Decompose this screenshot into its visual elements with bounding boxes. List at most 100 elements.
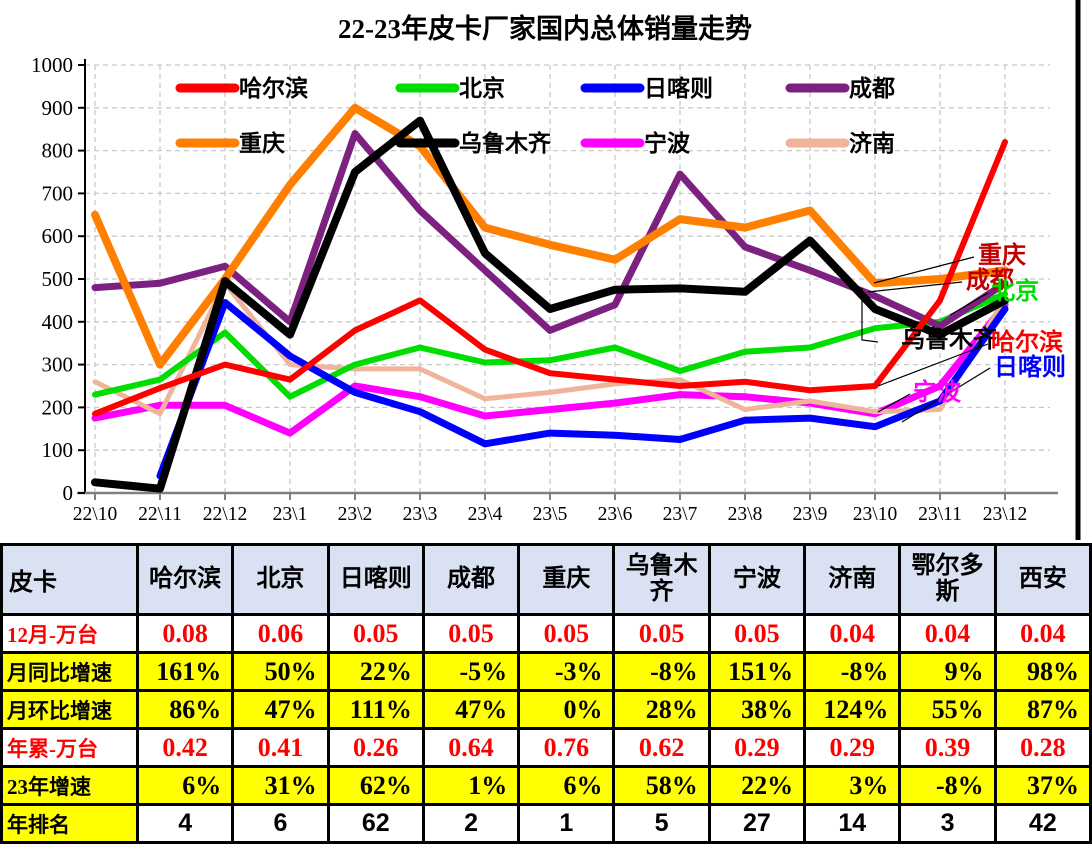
table-cell: 87% — [993, 689, 1092, 730]
table-cell: 0.64 — [421, 727, 521, 768]
column-header-宁波: 宁波 — [707, 543, 807, 616]
x-tick-label: 23\7 — [663, 504, 698, 525]
series-line-济南 — [92, 280, 1008, 417]
series-line-日喀则 — [156, 299, 1009, 480]
y-tick-label: 400 — [42, 310, 74, 334]
x-tick-label: 23\6 — [598, 504, 633, 525]
legend-label-乌鲁木齐: 乌鲁木齐 — [459, 130, 552, 156]
table-cell: 0.08 — [135, 613, 235, 654]
table-cell: 2 — [421, 803, 521, 844]
series-line-乌鲁木齐 — [91, 116, 1009, 493]
column-header-哈尔滨: 哈尔滨 — [135, 543, 235, 616]
table-cell: -5% — [421, 651, 521, 692]
series-end-label-重庆: 重庆 — [978, 242, 1026, 269]
table-cell: 111% — [326, 689, 425, 730]
table-cell: 47% — [231, 689, 330, 730]
x-tick-label: 23\8 — [728, 504, 763, 525]
y-tick-label: 1000 — [31, 53, 73, 77]
table-cell: 31% — [231, 765, 330, 806]
x-tick-label: 23\5 — [533, 504, 568, 525]
end-label-leader — [873, 256, 975, 284]
table-cell: 9% — [898, 651, 997, 692]
table-cell: 124% — [803, 689, 902, 730]
series-end-label-成都: 成都 — [966, 267, 1014, 294]
y-tick-label: 300 — [42, 353, 74, 377]
chart-canvas: 0 100 200 300 400 500 600 700 800 900 1000 22\10 22\… — [31, 0, 1081, 540]
x-tick-label: 22\11 — [138, 504, 182, 525]
row-label: 年排名 — [0, 803, 139, 844]
x-tick-label: 23\2 — [338, 504, 373, 525]
column-header-日喀则: 日喀则 — [326, 543, 425, 616]
table-row: 年累-万台 0.42 0.41 0.26 0.64 0.76 0.62 0.29 0.29 0.3… — [0, 727, 1092, 768]
row-label: 月同比增速 — [0, 651, 139, 692]
y-tick-label: 600 — [42, 224, 74, 248]
table-cell: 55% — [898, 689, 997, 730]
x-tick-label: 23\4 — [468, 504, 503, 525]
table-cell: -8% — [612, 651, 711, 692]
table-row: 月环比增速 86% 47% 111% 47% 0% 28% 38% 124% 55% 87% — [0, 689, 1092, 730]
row-label: 年累-万台 — [0, 727, 139, 768]
table-cell: 0.28 — [993, 727, 1092, 768]
table-cell: 86% — [135, 689, 235, 730]
table-cell: 0.05 — [326, 613, 425, 654]
table-cell: 161% — [135, 651, 235, 692]
table-cell: 0.29 — [803, 727, 902, 768]
x-tick-label: 23\12 — [983, 504, 1027, 525]
table-cell: 47% — [421, 689, 521, 730]
table-cell: 37% — [993, 765, 1092, 806]
y-tick-label: 700 — [42, 181, 74, 205]
y-tick-label: 500 — [42, 267, 74, 291]
end-label-leader — [877, 343, 989, 387]
table-cell: 14 — [803, 803, 902, 844]
table-cell: 28% — [612, 689, 711, 730]
sales-trend-chart: 0 100 200 300 400 500 600 700 800 900 1000 22\10 22\… — [31, 0, 1081, 540]
table-cell: 62% — [326, 765, 425, 806]
table-cell: 50% — [231, 651, 330, 692]
table-row: 年排名 4 6 62 2 1 5 27 14 3 42 — [0, 803, 1092, 844]
y-tick-label: 200 — [42, 395, 74, 419]
table-cell: 0.05 — [612, 613, 711, 654]
x-tick-label: 23\9 — [793, 504, 828, 525]
table-cell: 0.39 — [898, 727, 997, 768]
end-label-leader — [867, 281, 963, 293]
legend-label-重庆: 重庆 — [239, 130, 285, 156]
table-cell: 0.04 — [803, 613, 902, 654]
column-header-重庆: 重庆 — [517, 543, 616, 616]
table-cell: 42 — [993, 803, 1092, 844]
table-cell: 98% — [993, 651, 1092, 692]
series-line-北京 — [92, 291, 1008, 400]
legend-label-济南: 济南 — [849, 130, 895, 156]
table-cell: 38% — [707, 689, 807, 730]
y-tick-label: 0 — [63, 481, 74, 505]
table-row: 月同比增速 161% 50% 22% -5% -3% -8% 151% -8% 9% 98% — [0, 651, 1092, 692]
table-cell: 58% — [612, 765, 711, 806]
series-end-label-宁波: 宁波 — [913, 378, 962, 406]
column-header-乌鲁木齐: 乌鲁木齐 — [612, 543, 711, 616]
series-end-label-乌鲁木齐: 乌鲁木齐 — [901, 325, 998, 353]
table-cell: 1 — [517, 803, 616, 844]
series-end-label-哈尔滨: 哈尔滨 — [991, 328, 1063, 356]
table-cell: 27 — [707, 803, 807, 844]
table-cell: 6% — [517, 765, 616, 806]
table-cell: 6 — [231, 803, 330, 844]
table-cell: 4 — [135, 803, 235, 844]
column-header-西安: 西安 — [993, 543, 1092, 616]
y-tick-label: 800 — [42, 139, 74, 163]
table-row: 23年增速 6% 31% 62% 1% 6% 58% 22% 3% -8% 37% — [0, 765, 1092, 806]
table-cell: 0.62 — [612, 727, 711, 768]
table-cell: 0.05 — [421, 613, 521, 654]
table-cell: 0% — [517, 689, 616, 730]
series-end-label-北京: 北京 — [991, 277, 1039, 305]
chart-title: 22-23年皮卡厂家国内总体销量走势 — [338, 13, 752, 44]
table-cell: 1% — [421, 765, 521, 806]
table-cell: 0.26 — [326, 727, 425, 768]
column-header-北京: 北京 — [231, 543, 330, 616]
column-header-成都: 成都 — [421, 543, 521, 616]
table-cell: 0.41 — [231, 727, 330, 768]
table-cell: 0.05 — [707, 613, 807, 654]
table-cell: 22% — [707, 765, 807, 806]
table-cell: -8% — [803, 651, 902, 692]
table-cell: 6% — [135, 765, 235, 806]
end-label-leader — [861, 288, 879, 343]
end-label-leader — [877, 393, 911, 413]
